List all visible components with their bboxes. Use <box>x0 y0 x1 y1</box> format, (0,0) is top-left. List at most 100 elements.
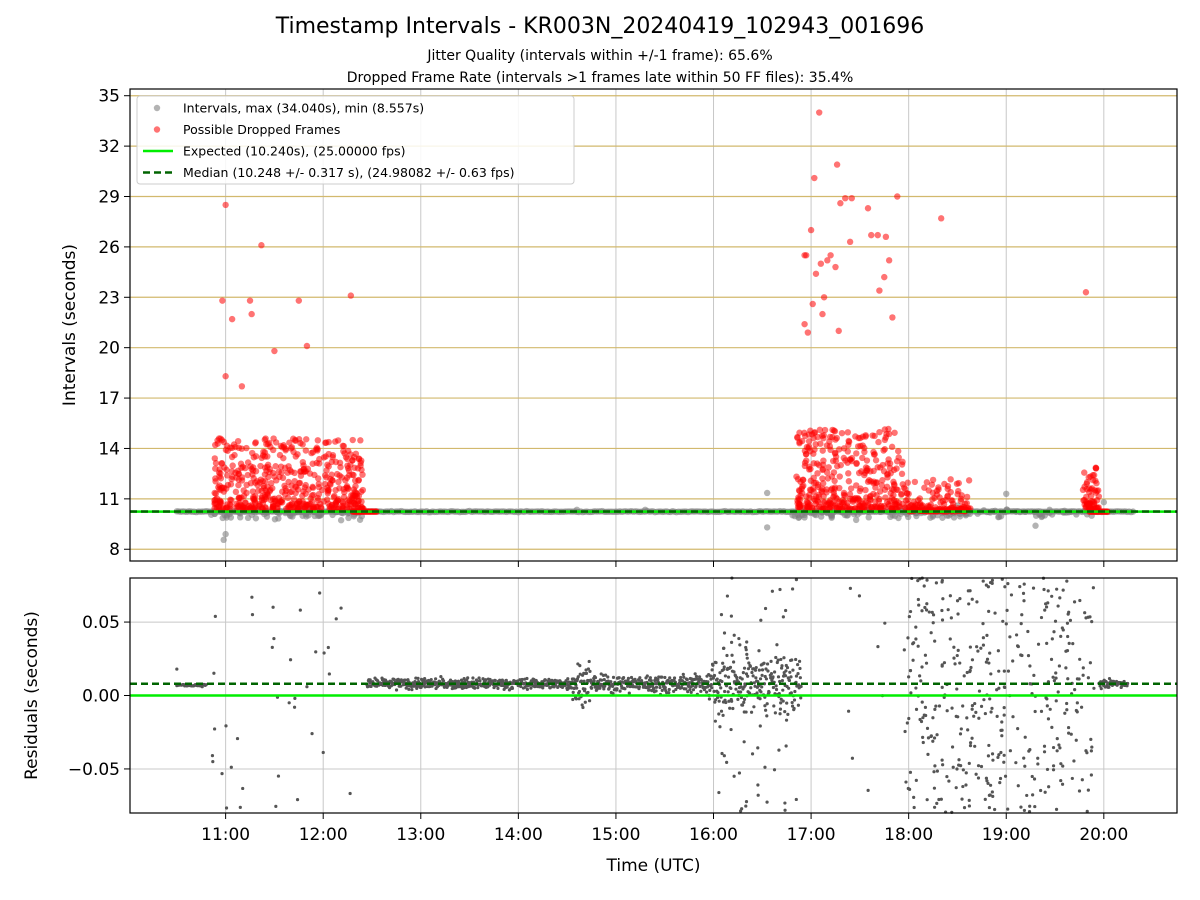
residual-point <box>684 687 688 691</box>
residual-point <box>914 625 918 629</box>
residual-point <box>589 686 594 690</box>
residual-point <box>911 658 915 662</box>
dropped-frame-point <box>904 479 911 486</box>
legend: Intervals, max (34.040s), min (8.557s) P… <box>136 95 575 185</box>
residual-point <box>571 690 575 694</box>
residual-point <box>790 587 795 591</box>
residual-point <box>765 662 770 666</box>
dropped-frame-point <box>941 480 948 488</box>
residual-point <box>529 686 533 690</box>
residual-point <box>797 683 801 687</box>
residual-point <box>917 603 921 607</box>
residual-point <box>734 687 738 691</box>
residual-point <box>694 674 699 679</box>
residual-point <box>763 674 767 679</box>
residual-point <box>962 806 967 810</box>
residual-point <box>348 791 352 796</box>
dropped-frame-point <box>303 436 310 443</box>
residual-point <box>1054 807 1059 811</box>
residual-point <box>960 797 964 801</box>
dropped-frame-point <box>817 260 825 267</box>
dropped-frame-point <box>1082 289 1090 296</box>
residual-point <box>777 748 781 752</box>
x-tick-label: 12:00 <box>299 825 348 845</box>
dropped-frame-point <box>844 429 852 436</box>
residual-point <box>1022 599 1026 603</box>
residual-point <box>787 678 792 683</box>
residual-point <box>580 703 584 707</box>
residual-point <box>969 665 973 670</box>
dropped-frame-point <box>844 448 852 455</box>
residual-point <box>473 686 477 690</box>
residual-point <box>1054 671 1058 675</box>
residual-point <box>224 724 228 728</box>
residual-point <box>1061 588 1065 592</box>
residual-point <box>519 684 523 689</box>
residual-point <box>750 752 755 756</box>
residual-point <box>790 700 794 705</box>
residual-point <box>848 586 852 591</box>
residual-point <box>954 786 958 790</box>
residual-point <box>704 690 709 694</box>
residual-point <box>758 724 762 728</box>
residual-point <box>587 659 591 664</box>
dropped-frame-point <box>851 495 858 503</box>
residual-point <box>981 622 985 626</box>
residual-point <box>973 744 977 748</box>
residual-point <box>924 713 928 718</box>
residuals-series <box>175 576 1130 814</box>
residual-point <box>935 769 939 773</box>
residual-point <box>1000 720 1004 724</box>
residual-point <box>1014 633 1019 637</box>
residual-point <box>586 690 590 695</box>
residual-point <box>736 690 740 694</box>
dropped-frame-point <box>837 502 844 510</box>
residual-point <box>721 661 725 665</box>
residual-point <box>773 711 777 715</box>
interval-point <box>244 514 252 522</box>
dropped-frame-point <box>211 455 218 462</box>
residual-point <box>501 679 505 683</box>
residual-point <box>948 637 952 641</box>
x-tick-label: 19:00 <box>982 825 1031 845</box>
dropped-frame-point <box>254 481 261 489</box>
residual-point <box>958 597 962 601</box>
dropped-frame-point <box>925 487 932 494</box>
residual-point <box>583 687 587 691</box>
residual-point <box>1002 706 1006 710</box>
residual-point <box>987 661 991 665</box>
residual-point <box>968 741 973 745</box>
residual-point <box>606 675 610 679</box>
residual-point <box>579 679 583 683</box>
residual-point <box>916 597 920 602</box>
residuals-x-ticks: 11:00 12:00 13:00 14:00 15:00 16:00 17:00 18:00… <box>201 813 1128 845</box>
residual-point <box>710 686 714 690</box>
residual-point <box>1036 756 1040 760</box>
dropped-frame-point <box>240 492 248 500</box>
residual-point <box>1050 594 1054 598</box>
dropped-frame-point <box>937 215 945 222</box>
dropped-frame-point <box>277 498 285 506</box>
dropped-frame-point <box>339 499 347 507</box>
dropped-frame-point <box>269 500 277 508</box>
dropped-frame-point <box>916 495 924 502</box>
residual-point <box>210 754 215 758</box>
residual-point <box>1045 704 1049 708</box>
dropped-frame-point <box>222 373 229 380</box>
dropped-frame-point <box>832 457 840 464</box>
residual-point <box>968 744 973 748</box>
residual-point <box>759 690 763 694</box>
residual-point <box>525 687 529 691</box>
residual-point <box>957 758 961 762</box>
dropped-frame-point <box>953 480 961 487</box>
residual-point <box>1032 673 1036 677</box>
residual-point <box>1090 745 1094 749</box>
residual-point <box>970 707 974 711</box>
dropped-frame-point <box>844 459 851 466</box>
residual-point <box>769 659 773 663</box>
dropped-frame-point <box>862 464 870 471</box>
residual-point <box>711 663 715 667</box>
interval-point <box>1003 490 1010 498</box>
residual-point <box>799 684 803 689</box>
residual-point <box>989 710 993 714</box>
